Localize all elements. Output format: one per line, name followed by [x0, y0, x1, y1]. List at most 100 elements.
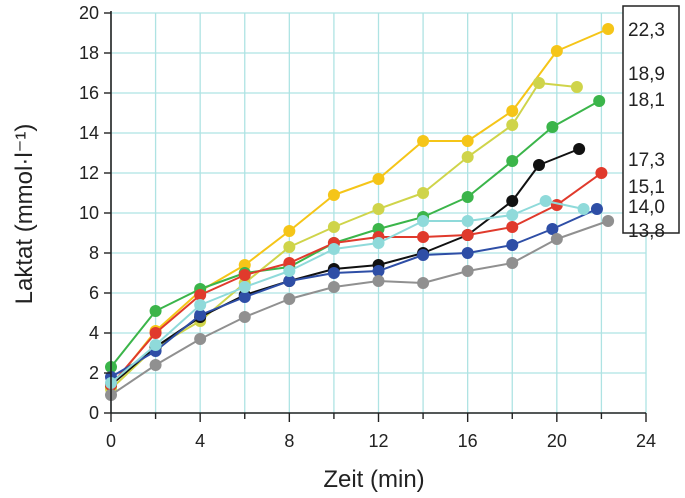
data-point — [327, 189, 340, 201]
series-7 — [105, 215, 615, 401]
data-point — [593, 95, 606, 107]
data-point — [149, 327, 162, 339]
data-point — [506, 119, 519, 131]
data-point — [506, 195, 519, 207]
series-6 — [105, 195, 590, 389]
data-point — [461, 265, 474, 277]
x-tick-label: 4 — [195, 431, 205, 451]
series-line — [110, 200, 584, 384]
data-point — [417, 215, 430, 227]
data-point — [506, 221, 519, 233]
series-line — [110, 220, 609, 396]
y-tick-label: 18 — [79, 43, 99, 63]
x-tick-label: 16 — [458, 431, 478, 451]
data-point — [533, 159, 545, 171]
data-point — [372, 237, 385, 249]
y-tick-label: 20 — [79, 3, 99, 23]
y-tick-label: 14 — [79, 123, 99, 143]
end-value-box — [622, 5, 680, 234]
series-5 — [105, 203, 603, 383]
data-point — [461, 135, 474, 147]
data-point — [327, 221, 340, 233]
data-point — [194, 299, 207, 311]
data-point — [417, 249, 430, 261]
data-point — [461, 151, 474, 163]
data-point — [461, 191, 474, 203]
end-value-label: 18,9 — [628, 64, 665, 85]
end-value-label: 13,8 — [628, 221, 665, 242]
series-1 — [105, 77, 583, 395]
data-point — [149, 305, 162, 317]
x-tick-label: 12 — [368, 431, 388, 451]
data-point — [550, 45, 563, 57]
data-point — [461, 229, 474, 241]
data-point — [577, 203, 590, 215]
y-tick-label: 10 — [79, 203, 99, 223]
data-point — [506, 257, 519, 269]
y-tick-label: 4 — [89, 323, 99, 343]
data-point — [461, 247, 474, 259]
end-value-label: 22,3 — [628, 20, 665, 41]
x-tick-label: 20 — [547, 431, 567, 451]
data-point — [506, 155, 519, 167]
data-point — [283, 225, 296, 237]
data-point — [602, 23, 615, 35]
series-line — [110, 172, 602, 386]
y-tick-label: 12 — [79, 163, 99, 183]
series-line — [110, 82, 578, 390]
data-point — [546, 121, 559, 133]
y-tick-label: 2 — [89, 363, 99, 383]
end-value-label: 15,1 — [628, 177, 665, 198]
data-point — [283, 241, 296, 253]
y-tick-label: 6 — [89, 283, 99, 303]
y-axis-title: Laktat (mmol·l⁻¹) — [11, 124, 38, 305]
data-point — [372, 265, 385, 277]
y-tick-label: 16 — [79, 83, 99, 103]
data-point — [283, 293, 296, 305]
data-point — [372, 173, 385, 185]
end-value-labels: 22,3 18,9 18,1 17,3 15,114,0 13,8 — [628, 20, 665, 242]
data-point — [506, 239, 519, 251]
data-point — [539, 195, 552, 207]
data-point — [546, 223, 559, 235]
data-point — [194, 289, 207, 301]
data-point — [149, 339, 162, 351]
data-point — [238, 311, 251, 323]
data-point — [194, 333, 207, 345]
y-tick-label: 0 — [89, 403, 99, 423]
end-value-label: 14,0 — [628, 197, 665, 218]
data-point — [238, 269, 251, 281]
x-axis-title: Zeit (min) — [323, 466, 424, 493]
data-point — [327, 281, 340, 293]
data-point — [283, 265, 296, 277]
end-value-label: 17,3 — [628, 150, 665, 171]
data-point — [327, 267, 340, 279]
data-point — [372, 275, 385, 287]
data-point — [283, 275, 296, 287]
data-series — [105, 23, 615, 401]
data-point — [417, 231, 430, 243]
end-value-label: 18,1 — [628, 90, 665, 111]
data-point — [417, 187, 430, 199]
series-line — [110, 100, 600, 368]
data-point — [506, 209, 519, 221]
data-point — [573, 143, 586, 155]
data-point — [570, 81, 583, 93]
data-point — [506, 105, 519, 117]
series-line — [110, 208, 598, 378]
data-point — [533, 77, 545, 89]
x-tick-label: 0 — [106, 431, 116, 451]
data-point — [550, 233, 563, 245]
data-point — [602, 215, 615, 227]
x-tick-label: 24 — [636, 431, 656, 451]
data-point — [238, 291, 251, 303]
data-point — [372, 203, 385, 215]
data-point — [149, 359, 162, 371]
data-point — [590, 203, 603, 215]
series-line — [110, 28, 609, 388]
x-tick-label: 8 — [284, 431, 294, 451]
series-4 — [105, 167, 608, 391]
y-tick-label: 8 — [89, 243, 99, 263]
